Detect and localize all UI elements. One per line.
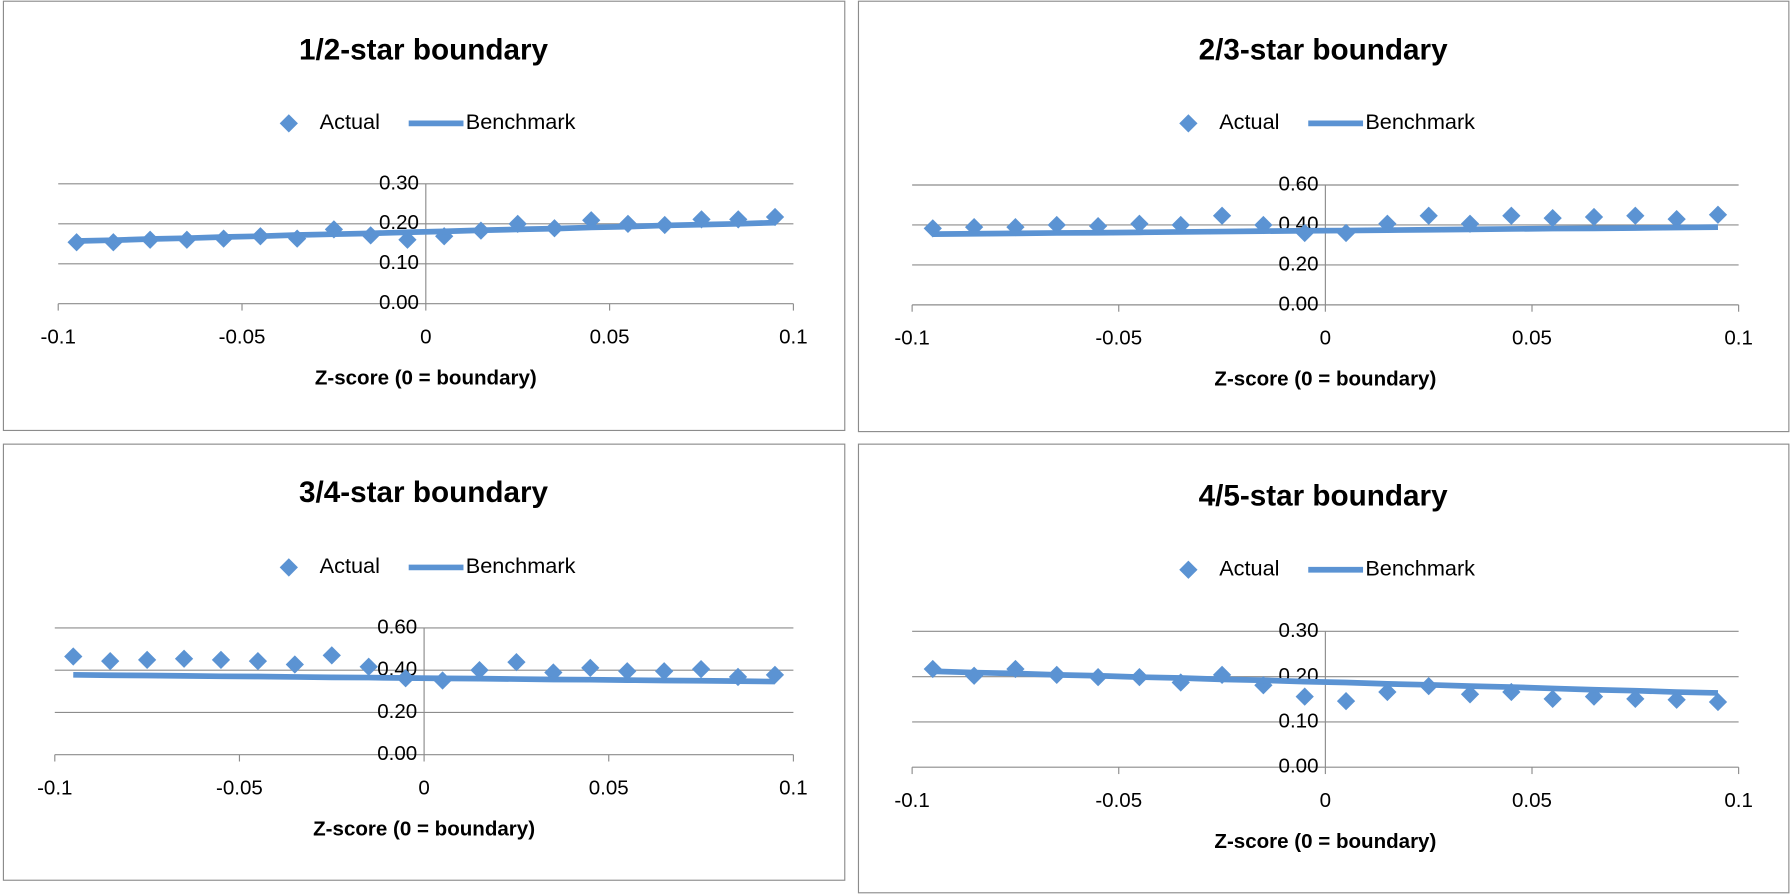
marker [1543, 209, 1562, 228]
marker [691, 659, 711, 679]
x-tick-label: 0 [1320, 789, 1331, 812]
x-tick-label: 0.05 [590, 325, 630, 348]
marker [174, 649, 194, 668]
marker [64, 647, 83, 666]
x-tick-label: 0 [420, 325, 431, 348]
legend-label: Actual [320, 109, 380, 134]
y-tick-label: 0.00 [1279, 755, 1319, 778]
marker [655, 662, 674, 681]
chart-title: 4/5-star boundary [1199, 480, 1448, 513]
marker [618, 662, 637, 681]
legend-label: Benchmark [1365, 109, 1475, 134]
marker [1212, 206, 1232, 225]
y-tick-label: 0.60 [377, 615, 417, 638]
marker [1419, 206, 1438, 225]
x-axis-title: Z-score (0 = boundary) [313, 817, 535, 840]
y-tick-label: 0.00 [379, 291, 419, 314]
marker [285, 655, 304, 674]
x-tick-label: -0.1 [894, 789, 929, 812]
x-tick-label: -0.05 [1095, 327, 1142, 350]
x-axis-title: Z-score (0 = boundary) [1214, 368, 1436, 391]
marker [1502, 206, 1521, 225]
marker [1708, 205, 1728, 224]
y-tick-label: 0.30 [1279, 619, 1319, 642]
y-tick-label: 0.20 [1279, 252, 1319, 275]
legend-label: Benchmark [466, 553, 576, 578]
x-tick-label: 0 [1320, 327, 1331, 350]
x-tick-label: 0.1 [1724, 789, 1753, 812]
legend-label: Actual [320, 553, 380, 578]
y-tick-label: 0.30 [379, 171, 419, 194]
chart-title: 1/2-star boundary [299, 33, 548, 66]
y-tick-label: 0.60 [1279, 172, 1319, 195]
y-tick-label: 0.00 [377, 742, 417, 765]
benchmark-line [932, 668, 1719, 696]
y-tick-label: 0.10 [1279, 709, 1319, 732]
x-tick-label: 0.05 [1512, 789, 1552, 812]
benchmark-line [76, 219, 776, 244]
marker [1047, 215, 1066, 235]
marker [1295, 687, 1314, 706]
chart-title: 2/3-star boundary [1199, 33, 1448, 66]
marker [581, 658, 600, 677]
x-tick-label: -0.05 [219, 325, 266, 348]
marker [211, 650, 231, 669]
x-tick-label: 0 [418, 776, 429, 799]
marker [1336, 691, 1356, 711]
x-tick-label: 0.1 [779, 776, 808, 799]
x-axis-title: Z-score (0 = boundary) [1214, 830, 1436, 853]
marker [1543, 689, 1562, 708]
marker [101, 651, 120, 671]
y-tick-label: 0.00 [1279, 292, 1319, 315]
y-tick-label: 0.10 [379, 251, 419, 274]
x-tick-label: 0.05 [589, 776, 629, 799]
marker [507, 653, 526, 672]
marker [137, 650, 157, 669]
x-tick-label: 0.1 [779, 325, 808, 348]
legend-swatch [279, 114, 298, 133]
legend-label: Benchmark [466, 109, 576, 134]
x-axis-title: Z-score (0 = boundary) [315, 366, 537, 389]
x-tick-label: -0.1 [37, 776, 72, 799]
x-tick-label: 0.05 [1512, 327, 1552, 350]
benchmark-line [73, 671, 775, 685]
legend-swatch [279, 558, 298, 577]
x-tick-label: -0.1 [41, 325, 76, 348]
legend-label: Benchmark [1365, 555, 1475, 580]
marker [1708, 692, 1728, 712]
marker [1460, 685, 1480, 704]
x-tick-label: 0.1 [1724, 327, 1753, 350]
x-tick-label: -0.05 [216, 776, 263, 799]
x-tick-label: -0.05 [1095, 789, 1142, 812]
x-tick-label: -0.1 [894, 327, 929, 350]
legend-label: Actual [1219, 555, 1279, 580]
y-tick-label: 0.20 [379, 211, 419, 234]
marker [248, 651, 268, 671]
benchmark-line [932, 224, 1718, 238]
chart-title: 3/4-star boundary [299, 476, 548, 509]
y-tick-label: 0.20 [377, 700, 417, 723]
legend-label: Actual [1219, 109, 1279, 134]
marker [470, 661, 489, 680]
marker [1378, 682, 1397, 702]
